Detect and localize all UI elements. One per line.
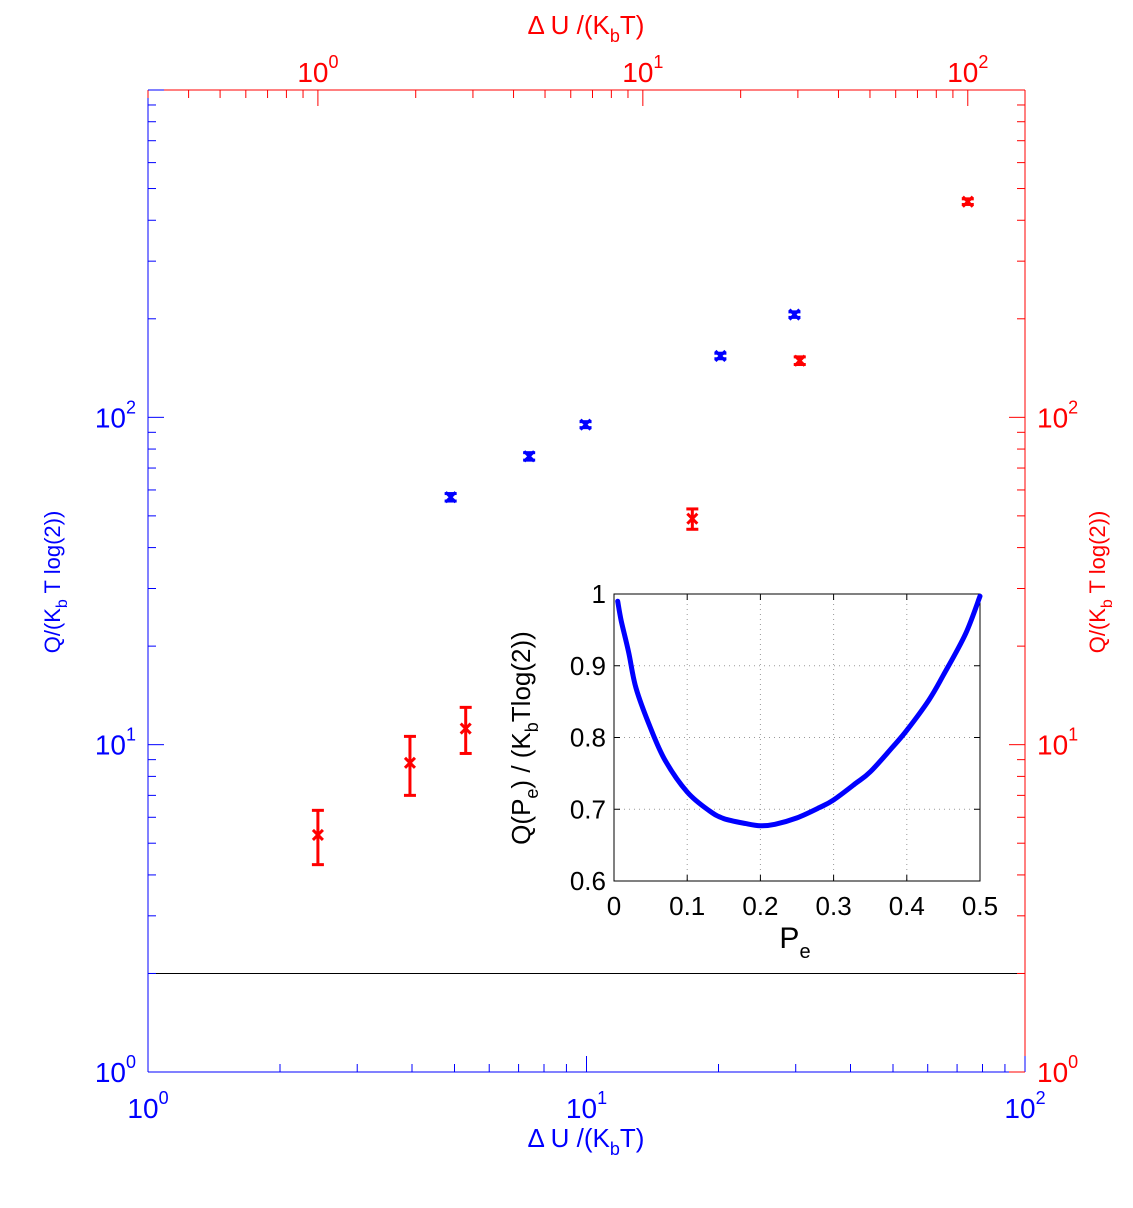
bottom-tick-label: 101 xyxy=(566,1088,607,1124)
inset-y-tick-label: 1 xyxy=(592,579,606,609)
right-axis-label: Q/(Kb T log(2)) xyxy=(1085,511,1116,654)
data-point xyxy=(403,734,417,797)
x-marker-stroke xyxy=(961,195,974,208)
data-point xyxy=(788,308,801,321)
data-point xyxy=(459,705,472,755)
top-tick-label: 100 xyxy=(297,52,338,88)
bottom-tick-label: 100 xyxy=(127,1088,168,1124)
data-point xyxy=(714,349,727,363)
x-marker-stroke xyxy=(444,491,457,504)
data-point xyxy=(579,418,592,431)
x-marker-stroke xyxy=(686,512,699,525)
x-marker-stroke xyxy=(459,722,472,735)
left-axis-label: Q/(Kb T log(2)) xyxy=(40,511,71,654)
inset-y-tick-label: 0.8 xyxy=(570,723,606,753)
inset-curve xyxy=(615,593,983,829)
data-point xyxy=(444,491,457,504)
x-marker-stroke xyxy=(788,308,801,321)
inset-background xyxy=(613,593,981,882)
inset-plot: 0 0.1 0.2 0.3 0.4 0.5 0.6 0.7 0.8 0.9 1 Pe Q(Pe) /… xyxy=(506,579,998,963)
inset-x-tick-label: 0.3 xyxy=(816,891,852,921)
x-marker-stroke xyxy=(714,349,727,363)
data-point xyxy=(523,450,536,463)
top-tick-label: 102 xyxy=(947,52,988,88)
right-tick-label: 101 xyxy=(1037,725,1078,761)
inset-x-tick-label: 0.5 xyxy=(962,891,998,921)
x-marker-stroke xyxy=(579,418,592,431)
inset-x-label: Pe xyxy=(779,922,810,963)
x-marker-stroke xyxy=(523,450,536,463)
inset-y-tick-label: 0.7 xyxy=(570,794,606,824)
right-tick-label: 100 xyxy=(1037,1052,1078,1088)
x-marker-stroke xyxy=(793,354,806,367)
bottom-axis-label: Δ U /(KbT) xyxy=(528,1123,645,1159)
inset-x-tick-label: 0.4 xyxy=(889,891,925,921)
data-point xyxy=(793,354,806,367)
inset-y-tick-label: 0.9 xyxy=(570,651,606,681)
top-tick-label: 101 xyxy=(622,52,663,88)
left-tick-label: 101 xyxy=(95,725,136,761)
bottom-tick-label: 102 xyxy=(1004,1088,1045,1124)
inset-x-tick-label: 0 xyxy=(607,891,621,921)
data-point xyxy=(311,808,324,867)
data-point xyxy=(686,507,699,531)
inset-x-tick-label: 0.1 xyxy=(669,891,705,921)
x-marker-stroke xyxy=(311,828,324,841)
data-point xyxy=(961,195,974,208)
x-marker-stroke xyxy=(403,756,417,769)
left-tick-label: 100 xyxy=(95,1052,136,1088)
left-tick-label: 102 xyxy=(95,397,136,433)
inset-x-tick-label: 0.2 xyxy=(742,891,778,921)
inset-y-label: Q(Pe) / (KbTlog(2)) xyxy=(506,631,542,845)
inset-y-tick-label: 0.6 xyxy=(570,866,606,896)
right-tick-label: 102 xyxy=(1037,397,1078,433)
top-axis-label: Δ U /(KbT) xyxy=(528,10,645,46)
